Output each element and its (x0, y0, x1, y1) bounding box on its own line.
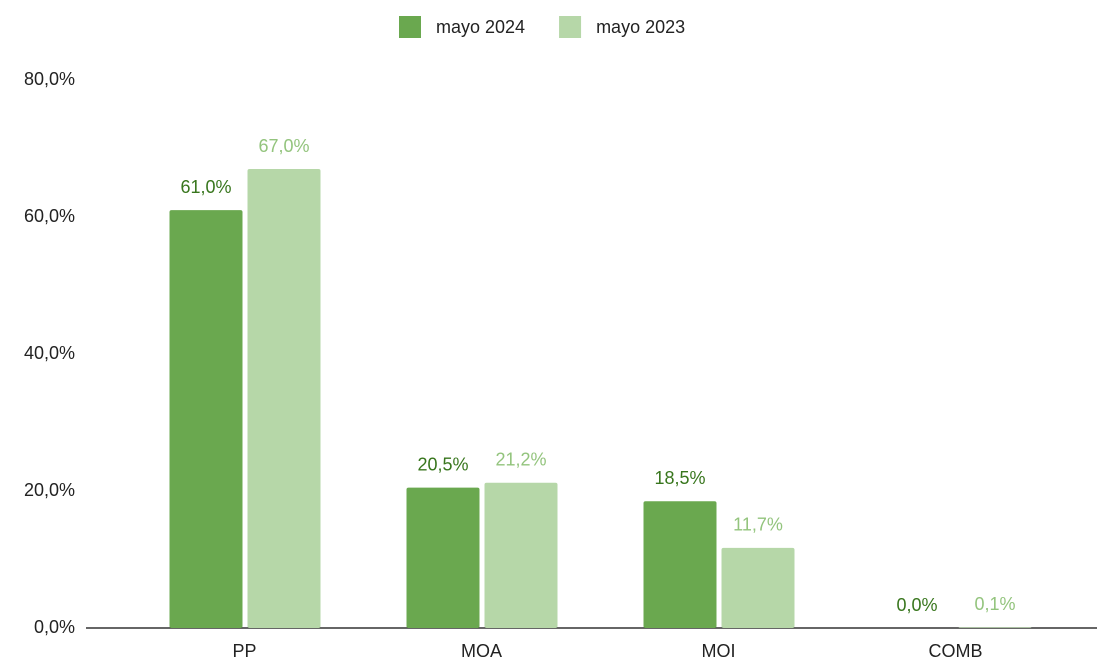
value-label: 61,0% (180, 177, 231, 197)
y-tick-label: 60,0% (24, 206, 75, 226)
y-tick-label: 80,0% (24, 69, 75, 89)
value-label: 20,5% (417, 454, 468, 474)
bar (958, 627, 1032, 628)
bar (169, 210, 243, 628)
x-tick-label: MOI (702, 641, 736, 661)
value-label: 67,0% (258, 136, 309, 156)
value-label: 0,1% (974, 594, 1015, 614)
value-label: 18,5% (654, 468, 705, 488)
value-label: 11,7% (733, 515, 783, 535)
legend-swatch (399, 16, 421, 38)
y-tick-label: 40,0% (24, 343, 75, 363)
bar (484, 482, 558, 628)
legend-label: mayo 2023 (596, 17, 685, 37)
x-tick-label: COMB (929, 641, 983, 661)
bar (721, 547, 795, 628)
value-label: 21,2% (495, 450, 546, 470)
x-tick-label: MOA (461, 641, 502, 661)
legend-swatch (559, 16, 582, 38)
bar (247, 169, 321, 629)
y-tick-label: 20,0% (24, 480, 75, 500)
x-tick-label: PP (232, 641, 256, 661)
value-label: 0,0% (896, 595, 937, 615)
y-tick-label: 0,0% (34, 617, 75, 637)
bar (406, 487, 480, 628)
legend-label: mayo 2024 (436, 17, 525, 37)
bar (643, 501, 717, 628)
